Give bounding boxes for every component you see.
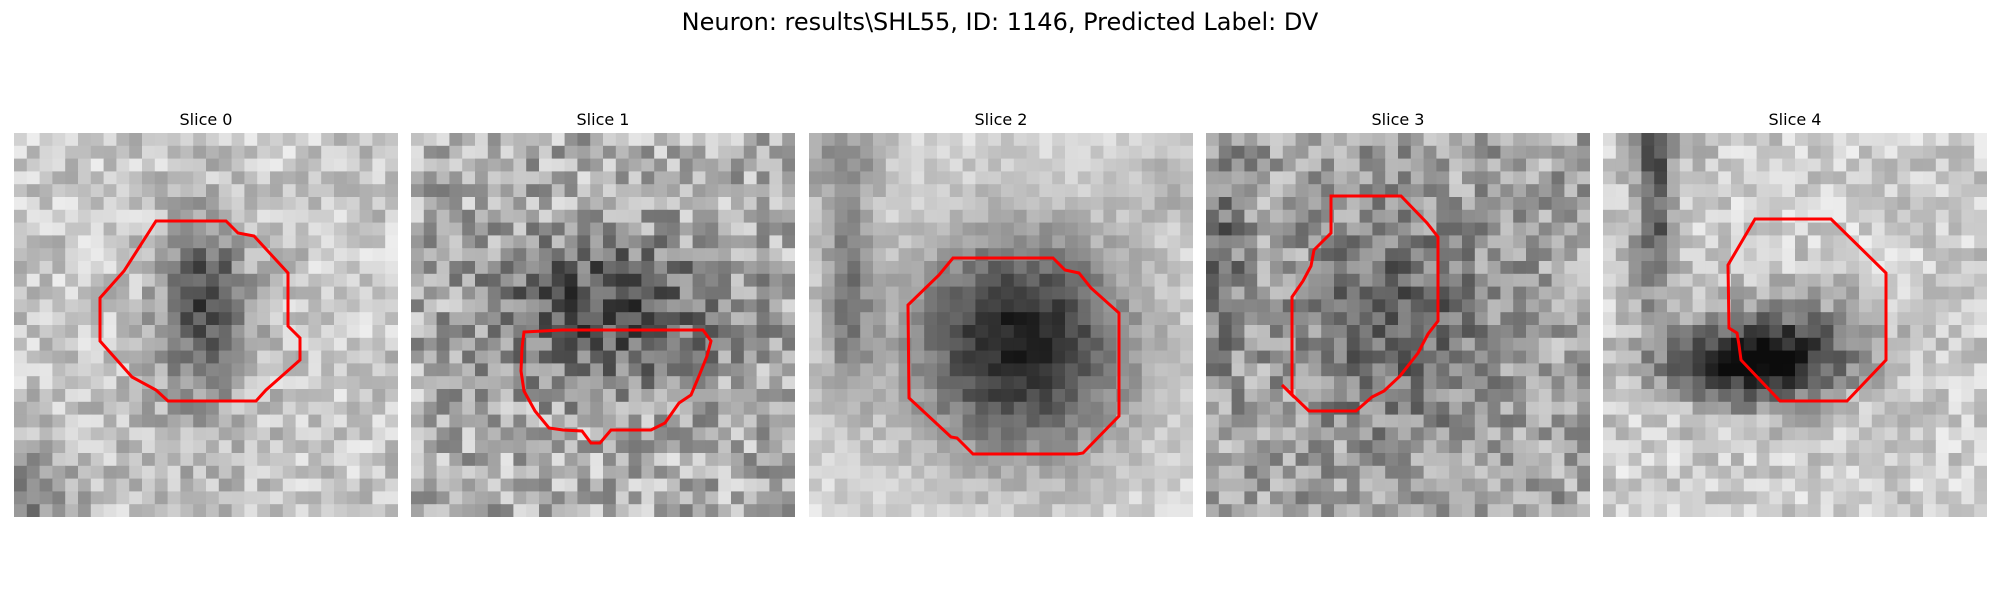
panel-title-slice-0: Slice 0 (179, 110, 233, 129)
slice-4-contour (1726, 217, 1888, 403)
figure-title: Neuron: results\SHL55, ID: 1146, Predict… (681, 8, 1319, 36)
panel-title-slice-3: Slice 3 (1371, 110, 1425, 129)
slice-1-contour (519, 328, 713, 445)
slice-4-panel (1603, 133, 1987, 517)
slice-0-panel (14, 133, 398, 517)
slice-3-panel (1206, 133, 1590, 517)
slice-4-pixels (1603, 133, 1987, 517)
slice-1-panel (411, 133, 795, 517)
slice-2-panel (809, 133, 1193, 517)
slice-2-contour (906, 256, 1121, 456)
slice-3-contour (1280, 194, 1440, 413)
slice-0-contour (98, 219, 302, 403)
panel-title-slice-1: Slice 1 (576, 110, 630, 129)
slice-2-image (809, 133, 1193, 517)
panel-title-slice-2: Slice 2 (974, 110, 1028, 129)
slice-3-image (1206, 133, 1590, 517)
panel-title-slice-4: Slice 4 (1768, 110, 1822, 129)
slice-0-image (14, 133, 398, 517)
slice-3-pixels (1206, 133, 1590, 517)
slice-4-image (1603, 133, 1987, 517)
slice-0-pixels (14, 133, 398, 517)
slice-1-pixels (411, 133, 795, 517)
slice-1-image (411, 133, 795, 517)
slice-2-pixels (809, 133, 1193, 517)
